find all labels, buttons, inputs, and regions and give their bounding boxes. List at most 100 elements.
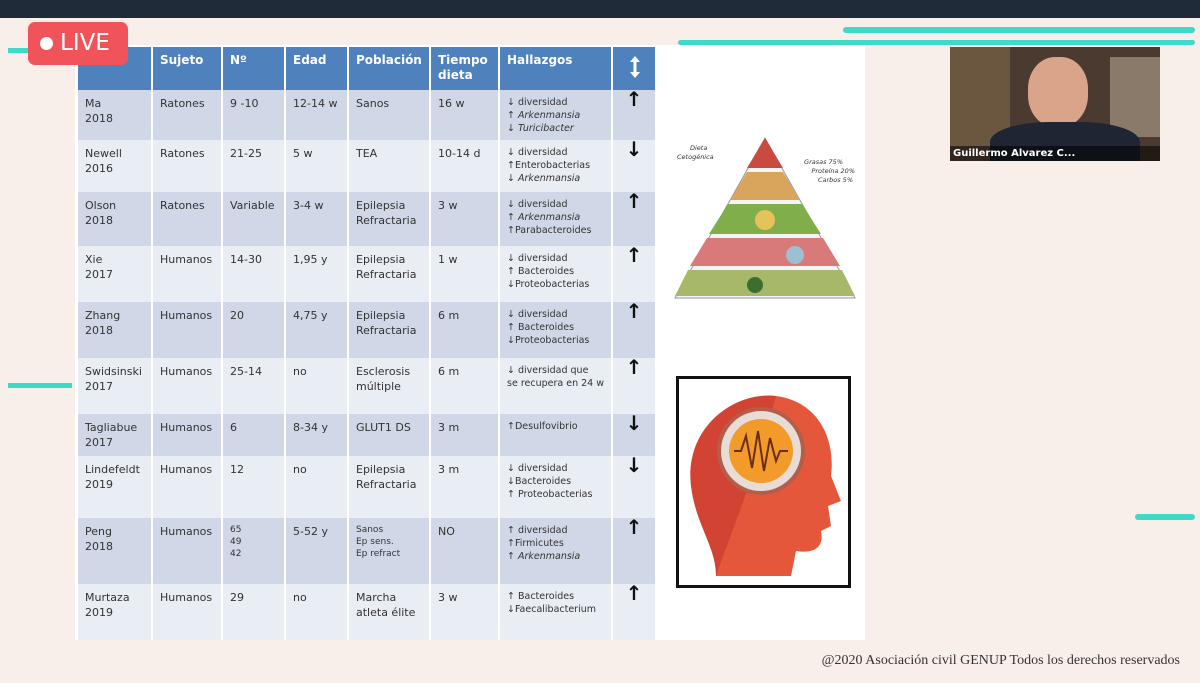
cell-line: Ma [85, 97, 102, 110]
cell-line: 2019 [85, 478, 113, 491]
table-cell: 12 [223, 456, 286, 518]
finding: ↑ Bacteroides [507, 591, 575, 602]
finding: ↑ Bacteroides [507, 322, 575, 333]
finding: ↓ diversidad [507, 253, 568, 264]
finding: ↓Bacteroides [507, 476, 572, 487]
table-cell: ↑ [613, 517, 657, 584]
table-cell: ↑ [613, 301, 657, 358]
table-cell: Lindefeldt 2019 [78, 456, 153, 518]
table-cell: ↓ diversidad ↑Enterobacterias ↓ Arkenmansi… [500, 140, 613, 192]
table-cell: Ratones [153, 140, 223, 192]
cell-line: Epilepsia [356, 309, 406, 322]
cell-line: Epilepsia [356, 463, 406, 476]
finding: ↑ Arkenmansia [507, 551, 581, 562]
table-cell: Zhang 2018 [78, 302, 153, 358]
table-cell: Humanos [153, 518, 223, 584]
cell-line: Refractaria [356, 268, 417, 281]
table-cell: Humanos [153, 246, 223, 302]
table-cell: 5 w [286, 140, 349, 192]
table-cell: 21-25 [223, 140, 286, 192]
table-cell: ↓ diversidad ↑ Bacteroides ↓Proteobacteria… [500, 302, 613, 358]
cell-line: Xie [85, 253, 103, 266]
table-cell: ↑Desulfovibrio [500, 414, 613, 456]
cell-line: Epilepsia [356, 253, 406, 266]
table-cell: Newell 2016 [78, 140, 153, 192]
cell-line: atleta élite [356, 606, 416, 619]
pyramid-image: Dieta Cetogénica Grasas 75% Proteína 20%… [674, 136, 856, 299]
finding: ↑Desulfovibrio [507, 421, 578, 432]
table-cell: Ma 2018 [78, 90, 153, 140]
table-cell: Murtaza 2019 [78, 584, 153, 640]
cell-line: Peng [85, 525, 112, 538]
table-cell: Sujeto [153, 47, 223, 90]
cell-line: 2018 [85, 112, 113, 125]
table-cell: Swidsinski 2017 [78, 358, 153, 414]
cell-line: Newell [85, 147, 122, 160]
table-row: Lindefeldt 2019 Humanos 12 no Epilepsia Refrac… [78, 455, 657, 518]
table-cell [613, 47, 657, 90]
table-cell: 10-14 d [431, 140, 500, 192]
table-cell: ↑ [613, 245, 657, 302]
table-cell: ↓ [613, 455, 657, 518]
finding: ↓ diversidad [507, 199, 568, 210]
cell-line: Marcha [356, 591, 397, 604]
cell-line: Refractaria [356, 478, 417, 491]
accent-line [8, 383, 72, 388]
table-cell: GLUT1 DS [349, 414, 431, 456]
finding: ↑ diversidad [507, 525, 568, 536]
table-cell: 1,95 y [286, 246, 349, 302]
table-cell: 9 -10 [223, 90, 286, 140]
table-cell: 65 49 42 [223, 518, 286, 584]
table-cell: ↑ [613, 583, 657, 640]
table-cell: ↓ diversidad ↑ Arkenmansia ↓ Turicibacter [500, 90, 613, 140]
table-cell: ↓ [613, 413, 657, 456]
table-cell: Olson 2018 [78, 192, 153, 246]
table-row: Murtaza 2019 Humanos 29 no Marcha atleta élite… [78, 583, 657, 640]
background [1110, 57, 1160, 137]
brain-image [676, 376, 851, 588]
cell-line: Epilepsia [356, 199, 406, 212]
cell-line: 2019 [85, 606, 113, 619]
participant-name: Guillermo Alvarez C... [950, 146, 1160, 161]
cell-line: Zhang [85, 309, 121, 322]
table-cell: 25-14 [223, 358, 286, 414]
table-cell: Tagliabue 2017 [78, 414, 153, 456]
table-cell: Edad [286, 47, 349, 90]
accent-line [843, 27, 1195, 33]
table-cell: 8-34 y [286, 414, 349, 456]
table-header: Sujeto Nº Edad Población Tiempo dieta Hallazg… [78, 47, 657, 90]
table-cell: Epilepsia Refractaria [349, 456, 431, 518]
table-cell: Sanos [349, 90, 431, 140]
table-row: Xie 2017 Humanos 14-30 1,95 y Epilepsia Refrac… [78, 245, 657, 302]
table-cell: no [286, 358, 349, 414]
table-cell: ↓ [613, 139, 657, 192]
table-cell: Peng 2018 [78, 518, 153, 584]
table-cell: Humanos [153, 302, 223, 358]
cell-line: GLUT1 DS [356, 421, 411, 434]
table-cell: Esclerosis múltiple [349, 358, 431, 414]
cell-line: Refractaria [356, 214, 417, 227]
finding: ↑ Bacteroides [507, 266, 575, 277]
cell-line: 2017 [85, 268, 113, 281]
accent-line [8, 48, 33, 53]
finding: ↑ Arkenmansia [507, 110, 581, 121]
cell-line: Tagliabue [85, 421, 138, 434]
table-row: Olson 2018 Ratones Variable 3-4 w Epilepsia Re… [78, 191, 657, 246]
live-label: LIVE [60, 30, 110, 56]
table-cell: ↑ diversidad ↑Firmicutes ↑ Arkenmansia [500, 518, 613, 584]
table-cell: 20 [223, 302, 286, 358]
table-cell: ↑ [613, 89, 657, 140]
cell-line: 2018 [85, 540, 113, 553]
table-cell: ↓ diversidad ↓Bacteroides ↑ Proteobacteria… [500, 456, 613, 518]
table-cell: Ratones [153, 90, 223, 140]
table-cell: Epilepsia Refractaria [349, 246, 431, 302]
cell-line: 2018 [85, 214, 113, 227]
cell-line: Lindefeldt [85, 463, 140, 476]
cell-line: Ep sens. [356, 537, 394, 547]
pyramid-title: Dieta [690, 144, 707, 152]
table-cell: TEA [349, 140, 431, 192]
table-cell: 14-30 [223, 246, 286, 302]
cell-line: Ep refract [356, 549, 401, 559]
cell-line: 2018 [85, 324, 113, 337]
